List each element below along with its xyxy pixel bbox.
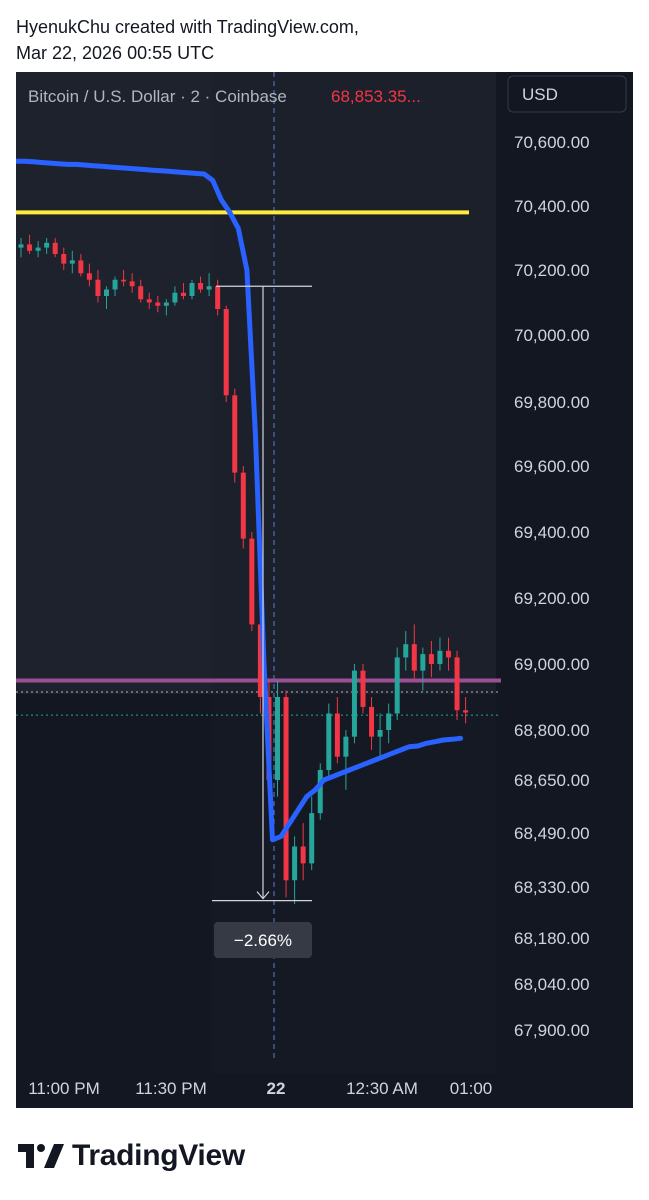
candle-body (52, 242, 58, 254)
candle-body (146, 299, 152, 303)
tradingview-wordmark: TradingView (72, 1139, 245, 1172)
price-tick-label: 69,000.00 (514, 655, 590, 674)
candle-body (403, 644, 409, 658)
price-tick-label: 69,800.00 (514, 393, 590, 412)
price-tick-label: 70,200.00 (514, 261, 590, 280)
time-axis[interactable]: 11:00 PM 11:30 PM 22 12:30 AM 01:00 (28, 1079, 492, 1098)
candle-body (360, 670, 366, 707)
candle-body (420, 654, 426, 671)
tradingview-brand: TradingView (18, 1136, 245, 1176)
candle-body (155, 302, 161, 306)
currency-button[interactable] (507, 75, 627, 113)
candle-body (454, 657, 460, 711)
candle-body (394, 657, 400, 714)
measure-label: −2.66% (234, 931, 292, 950)
price-tick-label: 68,650.00 (514, 771, 590, 790)
range-highlight-upper (16, 72, 496, 694)
price-axis[interactable]: 70,600.00 70,400.00 70,200.00 70,000.00 69,8… (514, 133, 590, 1040)
time-tick-label: 22 (267, 1079, 286, 1098)
candle-body (215, 286, 221, 309)
price-tick-label: 70,600.00 (514, 133, 590, 152)
last-price-label: 68,853.35... (331, 87, 421, 106)
candle-body (292, 846, 298, 881)
candle-body (198, 283, 204, 290)
price-tick-label: 70,000.00 (514, 326, 590, 345)
candle-body (223, 309, 229, 396)
chart-frame[interactable]: −2.66% Bitcoin / U.S. Dollar · 2 · Coinb… (16, 72, 633, 1108)
time-tick-label: 01:00 (450, 1079, 493, 1098)
candle-body (309, 813, 315, 864)
candle-body (463, 710, 469, 713)
candle-body (138, 286, 144, 300)
candle-body (275, 697, 280, 780)
candle-body (104, 289, 109, 296)
candle-body (283, 697, 289, 881)
candle-body (112, 279, 118, 290)
measure-label-box (214, 922, 312, 958)
caption-date-line: Mar 22, 2026 00:55 UTC (16, 43, 215, 63)
price-tick-label: 68,180.00 (514, 929, 590, 948)
candle-body (369, 706, 375, 737)
candle-body (232, 395, 238, 473)
candle-body (437, 650, 443, 664)
caption-author-line: HyenukChu created with TradingView.com, (16, 17, 359, 37)
price-tick-label: 69,200.00 (514, 589, 590, 608)
price-tick-label: 69,600.00 (514, 457, 590, 476)
measure-arrow-icon (256, 891, 270, 900)
candle-body (206, 286, 212, 290)
candle-body (44, 242, 50, 248)
candle-body (343, 736, 349, 757)
candle-body (446, 650, 451, 658)
candle-body (249, 538, 255, 625)
candle-body (428, 654, 434, 664)
range-highlight-lower (16, 694, 496, 1074)
candle-body (240, 472, 246, 539)
time-tick-label: 11:00 PM (28, 1079, 100, 1098)
candle-body (257, 624, 263, 697)
candle-body (172, 292, 178, 303)
time-tick-label: 11:30 PM (135, 1079, 207, 1098)
candle-body (27, 244, 33, 251)
candle-body (411, 644, 417, 671)
candle-body (334, 713, 340, 757)
candle-body (180, 292, 186, 296)
price-tick-label: 67,900.00 (514, 1021, 590, 1040)
candle-body (377, 730, 383, 737)
price-tick-label: 70,400.00 (514, 197, 590, 216)
chart-caption: HyenukChu created with TradingView.com, … (16, 14, 359, 66)
tradingview-logo-icon (18, 1144, 64, 1168)
price-tick-label: 69,400.00 (514, 523, 590, 542)
candle-body (300, 846, 306, 864)
time-tick-label: 12:30 AM (346, 1079, 418, 1098)
candle-body (317, 770, 323, 814)
candle-body (86, 273, 92, 280)
candle-body (189, 283, 195, 296)
candle-body (61, 254, 67, 264)
price-chart[interactable]: −2.66% Bitcoin / U.S. Dollar · 2 · Coinb… (16, 72, 633, 1108)
symbol-title: Bitcoin / U.S. Dollar · 2 · Coinbase (28, 87, 287, 106)
currency-button-label: USD (522, 85, 558, 104)
price-tick-label: 68,330.00 (514, 878, 590, 897)
candle-body (69, 260, 75, 264)
blue-moving-average-line (16, 158, 464, 843)
candle-body (78, 260, 84, 274)
candle-body (351, 670, 357, 737)
candle-body (386, 713, 392, 730)
price-tick-label: 68,040.00 (514, 975, 590, 994)
candle-body (35, 247, 41, 251)
candle-body (121, 279, 127, 282)
candle-body (95, 279, 101, 296)
price-range-measure[interactable]: −2.66% (212, 285, 312, 958)
price-tick-label: 68,800.00 (514, 721, 590, 740)
candle-body (163, 302, 169, 306)
price-tick-label: 68,490.00 (514, 824, 590, 843)
candle-body (326, 713, 332, 770)
candle-body (18, 244, 24, 248)
candle-body (129, 281, 135, 287)
